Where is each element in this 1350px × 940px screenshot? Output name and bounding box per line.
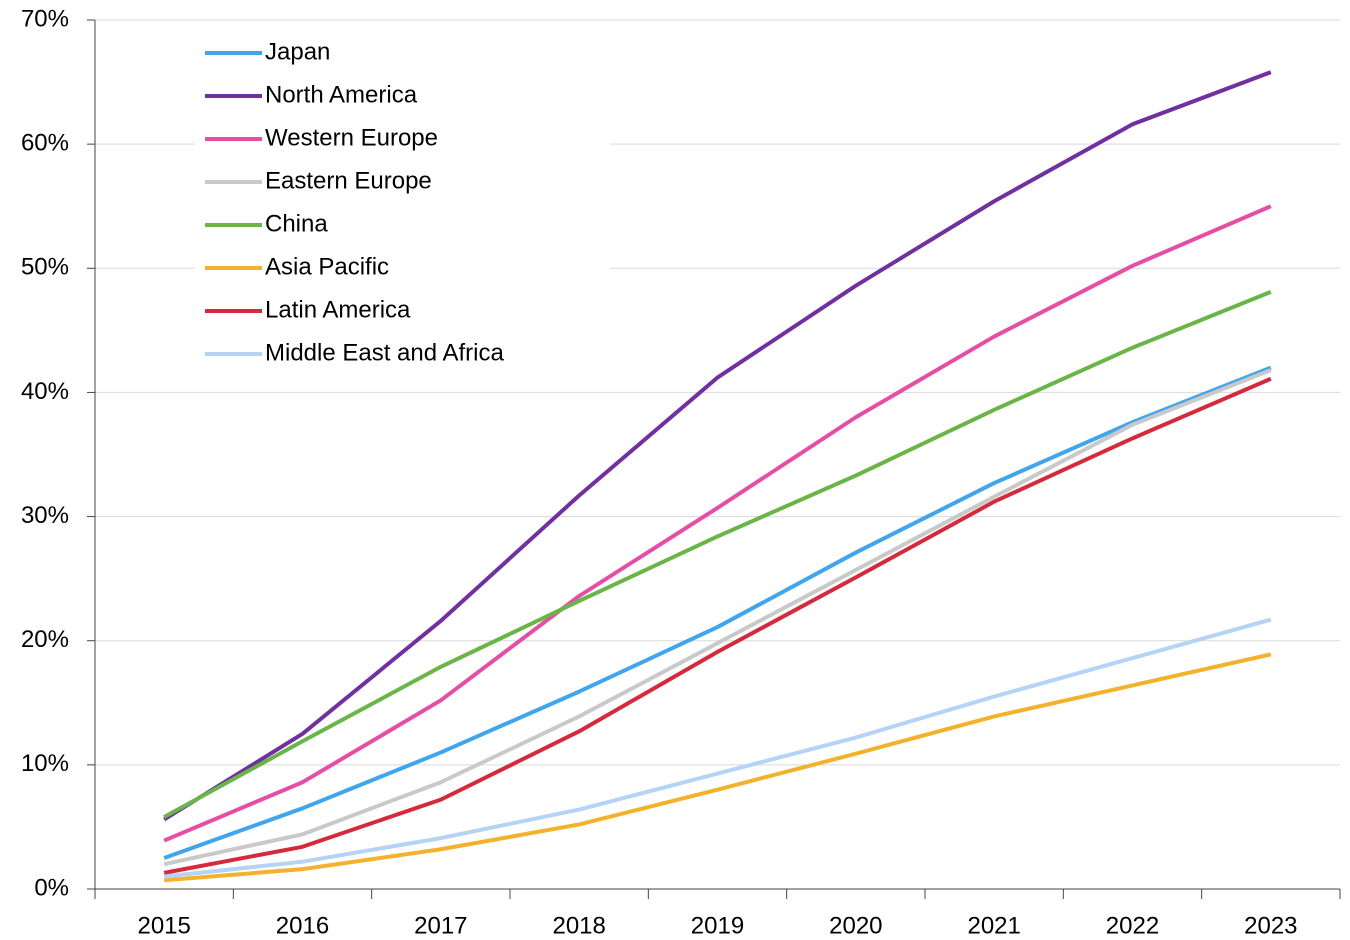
x-tick-label: 2017 (414, 912, 467, 939)
x-tick-label: 2016 (276, 912, 329, 939)
series-line (163, 376, 1272, 875)
y-tick-label: 10% (21, 750, 69, 777)
series-line (163, 204, 1272, 843)
series-line (163, 70, 1272, 822)
legend-background (195, 30, 610, 374)
x-tick-label: 2020 (829, 912, 882, 939)
series-line (163, 617, 1272, 879)
y-tick-label: 40% (21, 378, 69, 405)
legend-label: Eastern Europe (265, 167, 432, 194)
y-tick-label: 30% (21, 502, 69, 529)
y-tick-label: 20% (21, 626, 69, 653)
series-line (163, 290, 1272, 819)
y-tick-label: 50% (21, 254, 69, 281)
series-line (163, 365, 1272, 860)
x-tick-label: 2022 (1106, 912, 1159, 939)
x-tick-label: 2021 (967, 912, 1020, 939)
x-tick-label: 2019 (691, 912, 744, 939)
legend-label: Latin America (265, 296, 411, 323)
legend-label: China (265, 210, 328, 237)
x-tick-label: 2023 (1244, 912, 1297, 939)
legend-label: Japan (265, 38, 330, 65)
x-tick-label: 2015 (137, 912, 190, 939)
legend-label: Asia Pacific (265, 253, 389, 280)
y-tick-label: 60% (21, 129, 69, 156)
legend-label: Middle East and Africa (265, 339, 504, 366)
legend-label: North America (265, 81, 418, 108)
y-tick-label: 70% (21, 5, 69, 32)
x-tick-label: 2018 (552, 912, 605, 939)
y-tick-label: 0% (34, 874, 69, 901)
legend-label: Western Europe (265, 124, 438, 151)
series-line (163, 368, 1272, 867)
series-line (164, 652, 1272, 883)
